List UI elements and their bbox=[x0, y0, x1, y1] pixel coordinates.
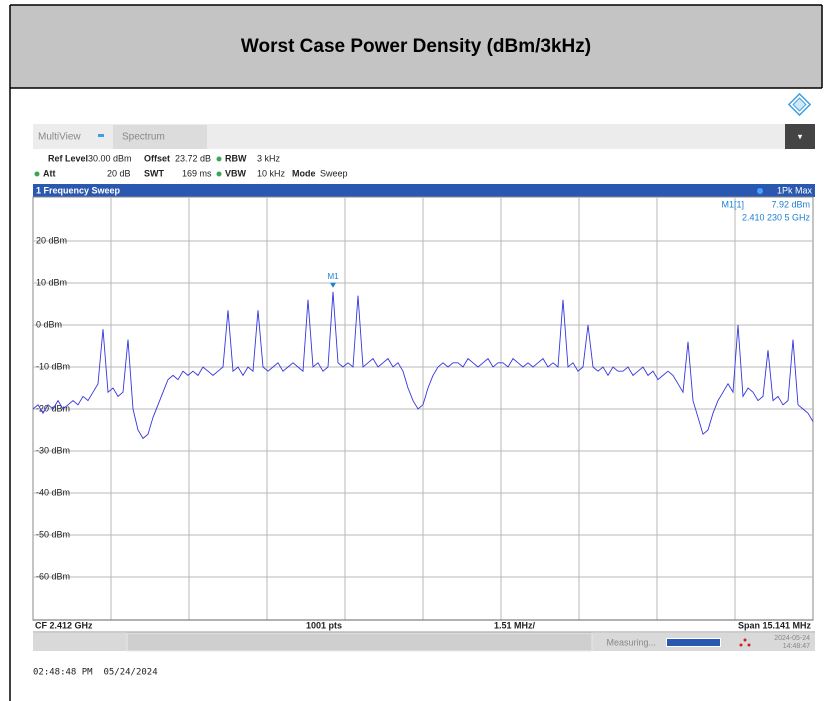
tab[interactable]: Spectrum bbox=[122, 132, 165, 143]
timestamp: 02:48:48 PM 05/24/2024 bbox=[33, 668, 158, 678]
setting-value: 169 ms bbox=[182, 168, 212, 178]
per-division: 1.51 MHz/ bbox=[494, 620, 536, 630]
status-state: Measuring... bbox=[606, 637, 656, 647]
progress bbox=[666, 638, 721, 647]
window-bar bbox=[33, 184, 815, 197]
status-time: 14:48:47 bbox=[783, 643, 810, 650]
y-tick-label: 20 dBm bbox=[36, 235, 67, 245]
y-tick-label: 0 dBm bbox=[36, 319, 62, 329]
setting-value: 30.00 dBm bbox=[88, 153, 132, 163]
marker-label: M1 bbox=[327, 272, 339, 281]
indicator bbox=[216, 156, 222, 162]
trace bbox=[32, 291, 814, 440]
span: Span 15.141 MHz bbox=[738, 620, 812, 630]
setting-value: 20 dB bbox=[107, 168, 131, 178]
setting-label: Att bbox=[43, 168, 56, 178]
y-tick-label: -60 dBm bbox=[36, 571, 70, 581]
indicator bbox=[34, 171, 40, 177]
center-frequency: CF 2.412 GHz bbox=[35, 620, 93, 630]
indicator bbox=[216, 171, 222, 177]
page-title: Worst Case Power Density (dBm/3kHz) bbox=[241, 36, 591, 57]
y-tick-label: -30 dBm bbox=[36, 445, 70, 455]
status-field bbox=[126, 632, 593, 652]
setting-label: VBW bbox=[225, 168, 247, 178]
menu-icon: ▾ bbox=[798, 131, 803, 141]
setting-label: SWT bbox=[144, 168, 164, 178]
points: 1001 pts bbox=[306, 620, 342, 630]
marker-frequency: 2.410 230 5 GHz bbox=[742, 212, 811, 222]
y-tick-label: -10 dBm bbox=[36, 361, 70, 371]
y-tick-label: -50 dBm bbox=[36, 529, 70, 539]
window-title: 1 Frequency Sweep bbox=[36, 185, 121, 195]
marker-level: 7.92 dBm bbox=[771, 199, 810, 209]
tab[interactable]: MultiView bbox=[38, 132, 81, 143]
setting-label: RBW bbox=[225, 153, 247, 163]
logo bbox=[787, 92, 812, 117]
setting-value: 10 kHz bbox=[257, 168, 286, 178]
y-tick-label: 10 dBm bbox=[36, 277, 67, 287]
setting-label: Ref Level bbox=[48, 153, 88, 163]
title-band bbox=[10, 5, 822, 88]
setting-label: Mode bbox=[292, 168, 316, 178]
tab-indicator bbox=[98, 134, 104, 137]
network-icon bbox=[739, 638, 751, 647]
setting-value: Sweep bbox=[320, 168, 348, 178]
trace-label: 1Pk Max bbox=[777, 185, 813, 195]
setting-value: 23.72 dB bbox=[175, 153, 211, 163]
setting-value: 3 kHz bbox=[257, 153, 281, 163]
y-tick-label: -40 dBm bbox=[36, 487, 70, 497]
marker bbox=[330, 282, 336, 288]
setting-label: Offset bbox=[144, 153, 170, 163]
menu-button[interactable] bbox=[785, 124, 815, 149]
status-date: 2024-05-24 bbox=[774, 635, 810, 642]
tab-bg bbox=[113, 125, 207, 149]
marker-name: M1[1] bbox=[721, 199, 744, 209]
trace-indicator bbox=[757, 188, 763, 194]
